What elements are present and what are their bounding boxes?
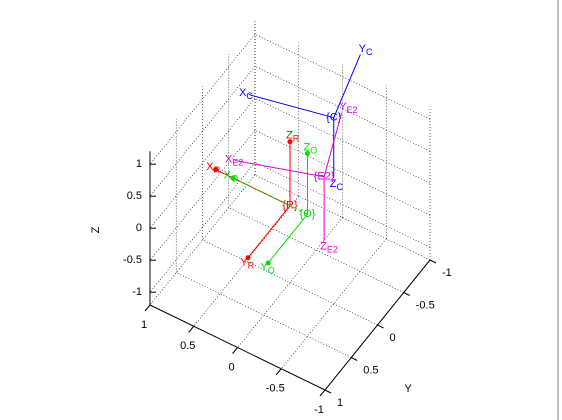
axis-name: XR [206,161,220,175]
y-tick [429,259,437,264]
grid-line [228,207,404,293]
z-tick-label: -1 [132,286,142,298]
axis-letter: Z [320,241,327,253]
frame-axis [333,54,361,118]
axis-letter: X [225,153,233,165]
axis-subscript: O [231,174,238,184]
axis-subscript: R [293,134,300,144]
axis-letter: X [239,87,247,99]
axis-name: ZE2 [320,241,338,255]
axis-subscript: R [248,261,255,271]
grid-line [149,174,256,306]
axis-subscript: E2 [327,245,338,255]
axis-letter: Z [286,130,293,142]
frame-axis [234,160,325,178]
axis-letter: Z [330,178,337,190]
x-tick [188,325,195,333]
axis-name: YR [240,256,254,270]
axis-letter: Y [260,262,268,274]
z-tick-label: 0.5 [127,190,142,202]
grid-line [176,272,352,358]
axis-subscript: E2 [347,105,358,115]
y-tick-label: -1 [442,267,452,279]
axis-name: YE2 [339,101,357,115]
grid-line [193,196,299,327]
axis-name: ZR [286,130,300,144]
axis-subscript: C [366,47,373,57]
frame-label: {O} [300,208,316,220]
grid-line [149,98,256,229]
x-tick-label: 0 [228,361,234,373]
arrow-head [287,139,293,145]
grid-line [149,162,256,293]
axis-subscript: O [268,266,275,276]
grid-line [149,66,256,197]
axis-letter: Y [339,101,347,113]
grid-line [254,33,431,120]
y-axis-label: Y [404,383,412,395]
y-tick-label: -0.5 [416,299,435,311]
axis-letter: Y [240,256,248,268]
axis-name: YC [359,43,373,57]
axis-name: ZC [330,178,344,192]
arrow-head [213,167,219,173]
x-tick [275,368,282,376]
y-tick-label: 0.5 [363,364,378,376]
z-tick-label: 0 [136,222,142,234]
arrow-head [245,255,251,261]
grid-line [254,174,431,261]
y-tick [351,357,358,361]
arrow-head [265,260,271,266]
grid-line [254,129,431,216]
x-tick-label: -1 [314,404,324,416]
axis-letter: X [224,169,232,181]
grid-line [254,65,431,152]
y-tick [324,389,332,394]
axis-name: YO [260,262,274,276]
axis-name: XC [239,87,253,101]
grid-line [254,97,431,184]
z-tick-label: 1 [136,158,142,170]
axis-letter: X [206,161,214,173]
y-tick [377,324,384,329]
arrow-head [230,175,236,181]
axis-letter: Z [304,141,311,153]
x-tick-label: 0.5 [180,340,195,352]
y-tick-label: 1 [337,397,343,409]
axis-subscript: O [310,146,317,156]
frame-label: {E2} [314,171,335,183]
frame-axis [247,205,291,259]
grid-line [202,239,378,326]
y-tick-label: 0 [390,332,396,344]
frame-axis [267,213,308,264]
axis-letter: Y [359,43,367,55]
x-tick [319,389,326,397]
x-tick [232,347,238,354]
frame-axis [323,112,343,177]
axis-name: XE2 [225,153,243,167]
grid-line [237,217,343,348]
axis-subscript: R [214,165,221,175]
axis-subscript: E2 [232,158,243,168]
axis-name: XO [224,169,238,183]
arrow-head [305,150,310,156]
axis-name: ZO [304,141,318,155]
grid-line [254,161,431,248]
frame-axis [248,94,334,119]
x-tick-label: -0.5 [266,383,285,395]
y-tick [403,292,410,296]
grid-line [281,238,387,369]
frame-label: {C} [326,112,342,124]
x-tick-label: 1 [141,319,147,331]
z-tick-label: -0.5 [123,254,142,266]
axis-subscript: C [336,182,343,192]
axis-subscript: C [246,91,253,101]
grid-line [149,130,256,261]
x-tick [144,304,151,312]
z-axis-label: Z [90,226,102,233]
frame-axis [232,177,308,215]
grid-line [149,34,256,165]
